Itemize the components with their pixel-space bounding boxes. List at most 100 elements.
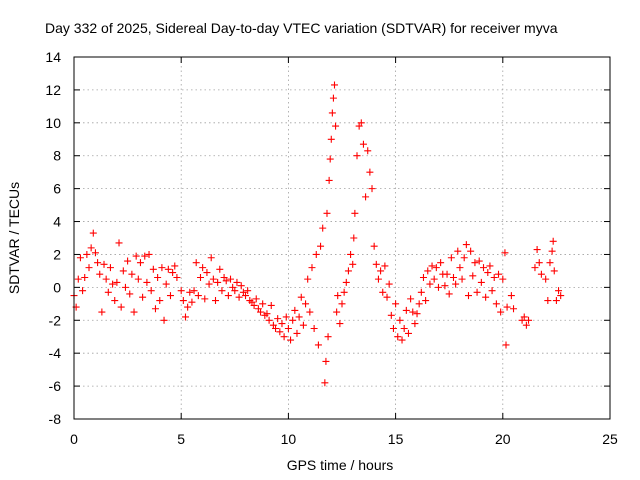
data-point <box>143 278 151 286</box>
data-point <box>531 264 539 272</box>
data-point <box>173 273 181 281</box>
data-point <box>312 250 320 258</box>
data-point <box>98 308 106 316</box>
data-point <box>242 292 250 300</box>
data-point <box>177 287 185 295</box>
data-point <box>449 273 457 281</box>
data-point <box>205 280 213 288</box>
data-point <box>557 292 565 300</box>
grid-lines <box>74 57 610 419</box>
data-point <box>203 269 211 277</box>
data-point <box>387 311 395 319</box>
data-point <box>119 267 127 275</box>
data-point <box>349 260 357 268</box>
data-point <box>124 257 132 265</box>
data-point <box>162 280 170 288</box>
data-point <box>136 259 144 267</box>
data-point <box>267 301 275 309</box>
data-point <box>392 300 400 308</box>
y-axis-title: SDTVAR / TECUs <box>6 182 22 294</box>
data-point <box>327 135 335 143</box>
data-point <box>533 246 541 254</box>
data-point <box>96 270 104 278</box>
y-tick-label: 2 <box>53 246 61 262</box>
data-point <box>293 329 301 337</box>
x-axis-title: GPS time / hours <box>287 457 394 473</box>
data-point <box>259 300 267 308</box>
data-point <box>480 264 488 272</box>
data-point <box>549 237 557 245</box>
data-point <box>280 333 288 341</box>
data-point <box>141 252 149 260</box>
data-point <box>552 297 560 305</box>
data-point <box>407 295 415 303</box>
data-point <box>482 293 490 301</box>
x-tick-label: 20 <box>495 431 511 447</box>
data-point <box>244 287 252 295</box>
data-point <box>272 325 280 332</box>
data-point <box>257 308 265 316</box>
data-point <box>377 267 385 275</box>
data-point <box>134 275 142 283</box>
y-tick-label: -4 <box>49 345 62 361</box>
data-point <box>350 234 358 242</box>
data-point <box>79 287 87 295</box>
data-point <box>520 313 528 321</box>
data-point <box>74 275 82 283</box>
data-point <box>323 209 331 217</box>
data-point <box>76 254 84 262</box>
data-point <box>250 301 258 309</box>
data-point <box>188 298 196 306</box>
data-point <box>456 264 464 272</box>
data-point <box>548 247 556 255</box>
data-point <box>413 310 421 318</box>
data-point <box>370 242 378 250</box>
data-point <box>497 308 505 316</box>
data-point <box>216 265 224 273</box>
data-point <box>209 275 217 283</box>
data-point <box>364 147 372 155</box>
data-point <box>128 270 136 278</box>
data-point <box>359 140 367 148</box>
data-point <box>218 287 226 295</box>
data-point <box>462 241 470 249</box>
data-point <box>310 325 318 332</box>
data-point <box>145 250 153 258</box>
data-point <box>332 122 340 130</box>
data-point <box>100 260 108 268</box>
data-point <box>207 254 215 262</box>
x-tick-labels: 0 5 10 15 20 25 <box>70 431 618 447</box>
data-point <box>419 273 427 281</box>
data-point <box>130 308 138 316</box>
data-point <box>287 336 295 344</box>
data-point <box>366 168 374 176</box>
data-point <box>501 249 509 257</box>
data-point <box>115 239 123 247</box>
data-point <box>274 315 282 323</box>
y-tick-label: 10 <box>45 115 61 131</box>
data-point <box>469 272 477 280</box>
data-point <box>428 262 436 270</box>
data-point <box>111 297 119 305</box>
data-point <box>452 280 460 288</box>
data-point <box>154 273 162 281</box>
data-point <box>555 287 563 295</box>
data-point <box>151 305 159 313</box>
data-point <box>379 288 387 296</box>
data-point <box>171 262 179 270</box>
data-point <box>322 357 330 365</box>
data-point <box>471 259 479 267</box>
plot-area-frame <box>73 56 611 420</box>
data-point <box>535 259 543 267</box>
data-point <box>502 341 510 349</box>
data-point <box>106 264 114 272</box>
data-point <box>121 283 129 291</box>
data-point <box>417 288 425 296</box>
data-point <box>351 209 359 217</box>
x-tick-label: 0 <box>70 431 78 447</box>
data-point <box>334 292 342 300</box>
data-point <box>89 229 97 237</box>
data-point <box>308 264 316 272</box>
data-point <box>194 292 202 300</box>
